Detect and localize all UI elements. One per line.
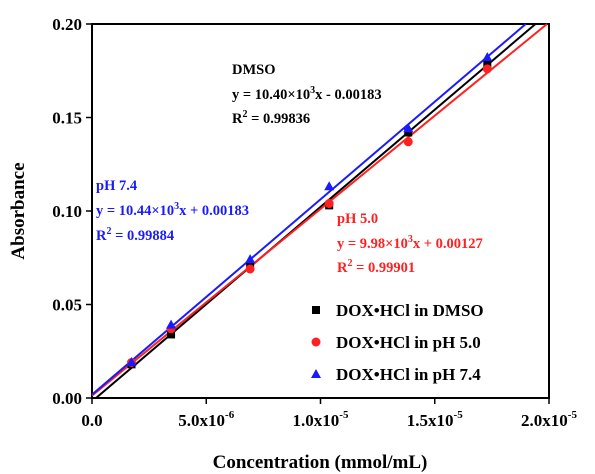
point-ph50-4 xyxy=(403,137,413,147)
point-dmso-1 xyxy=(167,330,176,339)
legend-label-ph50: DOX•HCl in pH 5.0 xyxy=(336,333,481,352)
point-ph74-5 xyxy=(482,52,493,62)
annotation-dmso-equation: y = 10.40×103x - 0.00183 xyxy=(232,85,382,103)
legend-marker-ph50 xyxy=(311,337,321,347)
annotation-ph50: pH 5.0 y = 9.98×103x + 0.00127 R2 = 0.99… xyxy=(337,211,483,276)
legend-label-dmso: DOX•HCl in DMSO xyxy=(336,301,484,320)
point-ph74-4 xyxy=(403,123,414,133)
annotation-ph74-r2: R2 = 0.99884 xyxy=(96,226,174,244)
y-tick-label-1: 0.05 xyxy=(52,296,82,315)
annotation-ph74-equation: y = 10.44×103x + 0.00183 xyxy=(96,201,249,219)
fit-line-ph74 xyxy=(91,23,527,396)
x-tick-label-4: 2.0x10-5 xyxy=(521,409,577,430)
x-tick-label-1: 5.0x10-6 xyxy=(178,409,234,430)
point-ph50-5 xyxy=(482,64,492,74)
annotation-dmso-r2: R2 = 0.99836 xyxy=(232,109,310,127)
axis-ticks: 0.0 5.0x10-6 1.0x10-5 1.5x10-5 2.0x10-5 0.00 0… xyxy=(52,15,577,430)
data-markers xyxy=(126,52,493,369)
point-dmso-5 xyxy=(483,59,492,68)
annotation-ph50-equation: y = 9.98×103x + 0.00127 xyxy=(337,234,483,252)
point-ph50-2 xyxy=(245,264,255,274)
y-tick-label-2: 0.10 xyxy=(52,202,82,221)
legend-marker-dmso xyxy=(312,306,320,314)
point-ph74-3 xyxy=(324,181,335,191)
point-dmso-4 xyxy=(404,128,413,137)
annotation-dmso-label: DMSO xyxy=(232,62,276,78)
point-ph50-3 xyxy=(324,199,334,209)
point-ph74-0 xyxy=(126,356,137,366)
annotation-ph74: pH 7.4 y = 10.44×103x + 0.00183 R2 = 0.9… xyxy=(96,178,249,244)
annotation-ph74-label: pH 7.4 xyxy=(96,178,137,194)
y-tick-label-0: 0.00 xyxy=(52,389,82,408)
x-tick-label-3: 1.5x10-5 xyxy=(407,409,463,430)
y-tick-label-3: 0.15 xyxy=(52,109,82,128)
legend-marker-ph74 xyxy=(311,369,321,378)
annotation-dmso: DMSO y = 10.40×103x - 0.00183 R2 = 0.998… xyxy=(232,62,382,127)
annotation-ph50-r2: R2 = 0.99901 xyxy=(337,258,415,276)
x-tick-label-2: 1.0x10-5 xyxy=(293,409,349,430)
point-ph74-2 xyxy=(245,254,256,264)
point-ph74-1 xyxy=(166,319,177,329)
legend-label-ph74: DOX•HCl in pH 7.4 xyxy=(336,365,481,384)
y-axis-title: Absorbance xyxy=(8,162,29,259)
annotation-ph50-label: pH 5.0 xyxy=(337,211,378,227)
x-axis-title: Concentration (mmol/mL) xyxy=(213,452,428,473)
y-tick-label-4: 0.20 xyxy=(52,15,82,34)
legend: DOX•HCl in DMSO DOX•HCl in pH 5.0 DOX•HC… xyxy=(311,301,484,384)
x-tick-label-0: 0.0 xyxy=(81,411,102,430)
